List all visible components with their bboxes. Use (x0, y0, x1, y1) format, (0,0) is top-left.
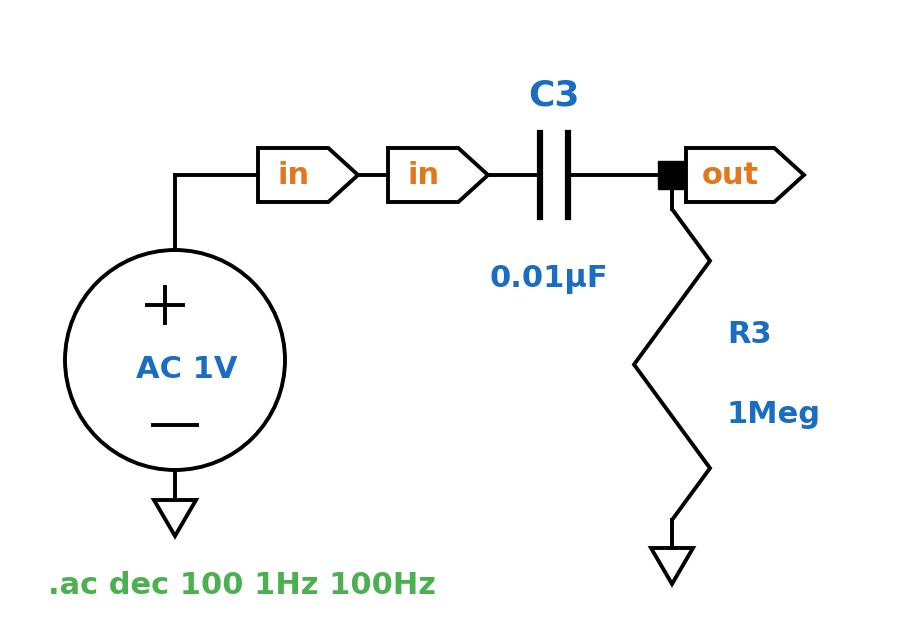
Text: R3: R3 (727, 320, 771, 349)
Text: 1Meg: 1Meg (727, 400, 821, 429)
Polygon shape (258, 148, 358, 202)
Bar (658, 161, 686, 189)
Polygon shape (388, 148, 488, 202)
Polygon shape (686, 148, 804, 202)
Text: out: out (702, 161, 759, 190)
Text: 0.01μF: 0.01μF (490, 265, 608, 294)
Text: C3: C3 (528, 78, 580, 112)
Text: .ac dec 100 1Hz 100Hz: .ac dec 100 1Hz 100Hz (48, 571, 436, 600)
Text: in: in (277, 161, 309, 190)
Text: in: in (407, 161, 439, 190)
Text: AC 1V: AC 1V (136, 355, 238, 384)
